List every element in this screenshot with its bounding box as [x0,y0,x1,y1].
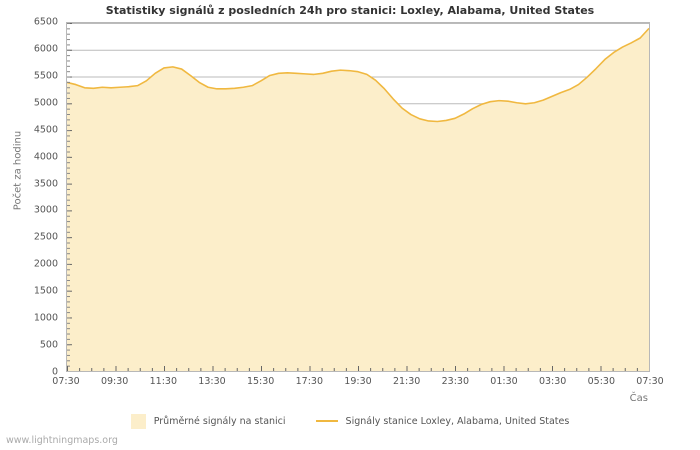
chart-legend: Průměrné signály na stanici Signály stan… [0,411,700,431]
watermark: www.lightningmaps.org [6,435,118,446]
y-tick-label: 1500 [33,285,58,297]
y-tick-label: 0 [51,366,58,378]
x-tick-label: 21:30 [392,376,421,387]
y-axis-title: Počet za hodinu [12,130,24,211]
legend-item-average: Průměrné signály na stanici [130,413,286,429]
x-tick-label: 07:30 [636,376,664,387]
chart-title: Statistiky signálů z posledních 24h pro … [105,4,595,17]
legend-label-station: Signály stanice Loxley, Alabama, United … [345,415,570,427]
y-tick-label: 5000 [33,97,58,109]
y-tick-label: 4000 [33,151,58,163]
y-tick-label: 1000 [33,312,58,324]
series-area-signals [67,27,649,371]
legend-label-average: Průměrné signály na stanici [153,415,286,427]
y-tick-label: 6000 [33,43,58,55]
y-axis-tick-labels: 0 500 1000 1500 2000 2500 3000 3500 4000 4500 5000… [0,0,66,450]
plot-area [66,22,650,372]
x-tick-label: 03:30 [538,376,567,387]
y-tick-label: 500 [39,339,58,351]
legend-area-swatch-icon [130,413,146,429]
x-tick-label: 15:30 [246,376,275,387]
x-tick-label: 19:30 [344,376,372,387]
x-tick-label: 11:30 [149,376,178,387]
legend-line-swatch-icon [315,420,338,422]
y-tick-label: 5500 [33,70,58,82]
legend-item-station: Signály stanice Loxley, Alabama, United … [315,415,570,427]
y-tick-label: 2500 [33,231,58,243]
y-tick-label: 4500 [33,124,58,136]
x-tick-label: 13:30 [198,376,226,387]
x-tick-label: 05:30 [587,376,616,387]
x-tick-label: 01:30 [490,376,518,387]
x-tick-label: 07:30 [52,376,80,387]
axis-ticks [67,23,638,371]
y-tick-label: 3000 [33,204,58,216]
x-tick-label: 09:30 [100,376,129,387]
x-tick-label: 23:30 [441,376,470,387]
y-tick-label: 6500 [33,16,58,28]
y-tick-label: 2000 [33,258,58,270]
y-tick-label: 3500 [33,178,58,190]
x-axis-title: Čas [629,393,648,404]
x-tick-label: 17:30 [295,376,324,387]
